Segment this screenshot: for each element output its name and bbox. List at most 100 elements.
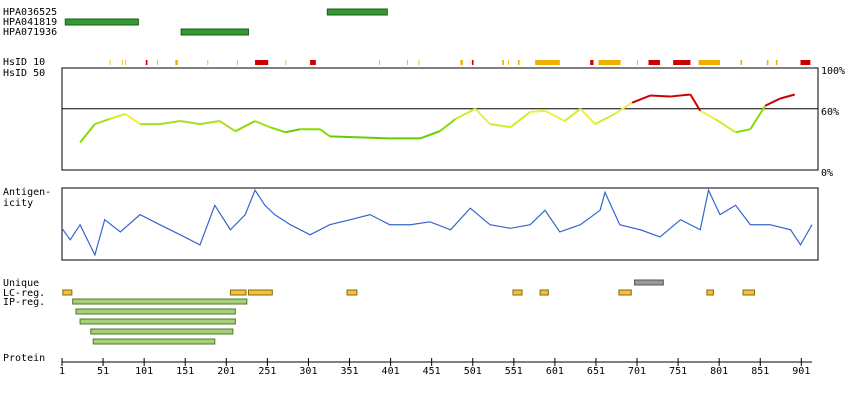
x-tick-label: 901	[792, 366, 810, 377]
hsid-line	[735, 128, 751, 134]
hsid-line	[455, 107, 476, 120]
hsid-line	[489, 123, 511, 129]
antibody-bar	[64, 18, 139, 26]
lc-bar	[539, 289, 549, 296]
hsid-tick-label: 0%	[821, 168, 833, 179]
hsid10-tick	[775, 60, 778, 65]
ip-bar	[72, 298, 248, 305]
hsid-line	[109, 112, 126, 120]
antibody-name: HPA071936	[3, 27, 57, 38]
hsid-line	[234, 120, 256, 133]
hsid10-tick	[109, 60, 111, 65]
x-tick-label: 601	[546, 366, 564, 377]
x-tick-label: 101	[135, 366, 153, 377]
unique-label: Unique	[3, 278, 39, 289]
x-tick-label: 851	[751, 366, 769, 377]
hsid10-tick	[673, 60, 691, 65]
ip-bar	[75, 308, 236, 315]
antigen-label: Antigen-	[3, 187, 51, 198]
lc-bar	[247, 289, 273, 296]
hsid-line	[579, 108, 596, 125]
hsid-line	[439, 118, 457, 133]
hsid10-tick	[766, 60, 769, 65]
hsid-line	[650, 94, 670, 98]
lc-bar	[229, 289, 247, 296]
lc-bar	[512, 289, 523, 296]
hsid10-tick	[121, 60, 123, 65]
antibody-name: HPA041819	[3, 17, 57, 28]
hsid-box	[61, 67, 819, 171]
x-tick-label: 501	[464, 366, 482, 377]
hsid10-tick	[740, 60, 743, 65]
x-tick-label: 451	[423, 366, 441, 377]
antigenicity-line	[61, 188, 813, 257]
ip-bar	[90, 328, 234, 335]
lc-bar	[62, 289, 73, 296]
hsid10-tick	[157, 60, 159, 65]
hsid10-tick	[637, 60, 638, 65]
hsid-line	[269, 126, 286, 134]
x-tick-label: 301	[299, 366, 317, 377]
hsid-line	[180, 120, 201, 126]
lc-bar	[706, 289, 714, 296]
hsid-line	[254, 120, 271, 129]
hsid-line	[159, 120, 181, 126]
hsid-line	[614, 101, 633, 115]
hsid-line	[714, 118, 737, 134]
antigenicity-box	[61, 187, 819, 261]
hsid-line	[419, 130, 441, 140]
hsid-line	[509, 111, 531, 128]
hsid10-tick	[471, 60, 474, 65]
hsid-line	[779, 93, 796, 100]
lc-label: LC-reg.	[3, 288, 45, 299]
x-tick-label: 701	[628, 366, 646, 377]
antibody-name: HPA036525	[3, 7, 57, 18]
hsid-line	[79, 123, 96, 144]
x-tick-label: 1	[59, 366, 65, 377]
hsid-line	[594, 113, 616, 125]
ip-label: IP-reg.	[3, 297, 45, 308]
x-tick-label: 401	[382, 366, 400, 377]
hsid-line	[474, 108, 491, 125]
hsid10-tick	[418, 60, 420, 65]
x-tick-label: 51	[97, 366, 109, 377]
lc-bar	[346, 289, 358, 296]
hsid10-tick	[598, 60, 621, 65]
hsid-line	[319, 128, 331, 138]
hsid10-tick	[236, 60, 238, 65]
hsid-line	[219, 120, 236, 133]
hsid10-tick	[535, 60, 560, 65]
hsid-line	[94, 118, 110, 126]
hsid-line	[360, 136, 390, 140]
hsid-line	[564, 108, 581, 122]
hsid10-tick	[255, 60, 269, 65]
x-tick-label: 251	[258, 366, 276, 377]
hsid10-tick	[517, 60, 520, 65]
hsid10-tick	[310, 60, 316, 65]
hsid10-tick	[502, 60, 504, 65]
hsid10-tick	[590, 60, 594, 65]
hsid10-tick	[175, 60, 178, 65]
x-tick-label: 151	[176, 366, 194, 377]
hsid10-tick	[285, 60, 287, 65]
lc-bar	[742, 289, 755, 296]
hsid-line	[199, 120, 220, 126]
antibody-bar	[326, 8, 388, 16]
hsid10-label: HsID 10	[3, 57, 45, 68]
hsid-line	[329, 135, 361, 139]
hsid-tick-label: 60%	[821, 107, 839, 118]
protein-label: Protein	[3, 353, 45, 364]
hsid-line	[749, 105, 767, 130]
hsid-line	[631, 94, 651, 104]
hsid-line	[699, 109, 716, 120]
hsid-line	[544, 109, 566, 122]
x-tick-label: 551	[505, 366, 523, 377]
hsid-line	[669, 93, 691, 98]
hsid-line	[530, 109, 546, 113]
x-tick-label: 351	[340, 366, 358, 377]
lc-bar	[618, 289, 632, 296]
hsid10-tick	[379, 60, 380, 65]
hsid10-tick	[800, 60, 811, 65]
x-tick-label: 751	[669, 366, 687, 377]
